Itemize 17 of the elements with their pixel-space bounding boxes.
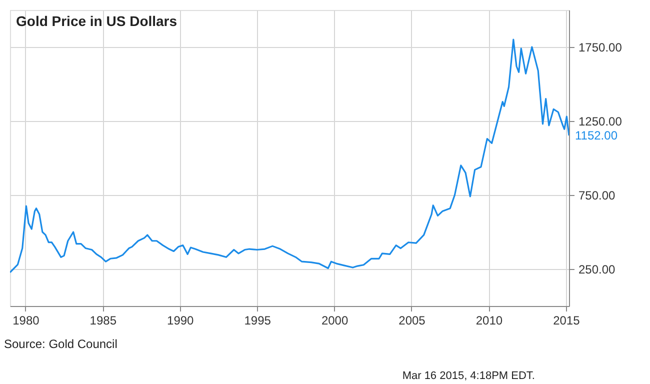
line-series (10, 38, 569, 274)
text: Mar 16 2015, 4:18PM EDT. (402, 370, 535, 382)
x-tick-label: 1995 (244, 314, 272, 328)
y-tick-label: 250.00 (578, 262, 616, 276)
y-tick-label: 1250.00 (578, 114, 622, 128)
x-tick-label: 1980 (12, 314, 40, 328)
x-tick-label: 2000 (321, 314, 348, 328)
y-tick-label: 1750.00 (578, 40, 622, 54)
y-tick-label: 750.00 (578, 188, 616, 202)
x-tick-label: 2010 (476, 314, 503, 328)
x-tick-label: 1985 (90, 314, 117, 328)
x-tick-label: 2015 (553, 314, 580, 328)
x-tick-label: 2005 (398, 314, 426, 328)
chart-title: Gold Price in US Dollars (16, 13, 178, 29)
x-tick-label: 1990 (167, 314, 194, 328)
source-note: Source: Gold Council (4, 337, 118, 351)
annotation: 1152.00 (575, 128, 618, 143)
